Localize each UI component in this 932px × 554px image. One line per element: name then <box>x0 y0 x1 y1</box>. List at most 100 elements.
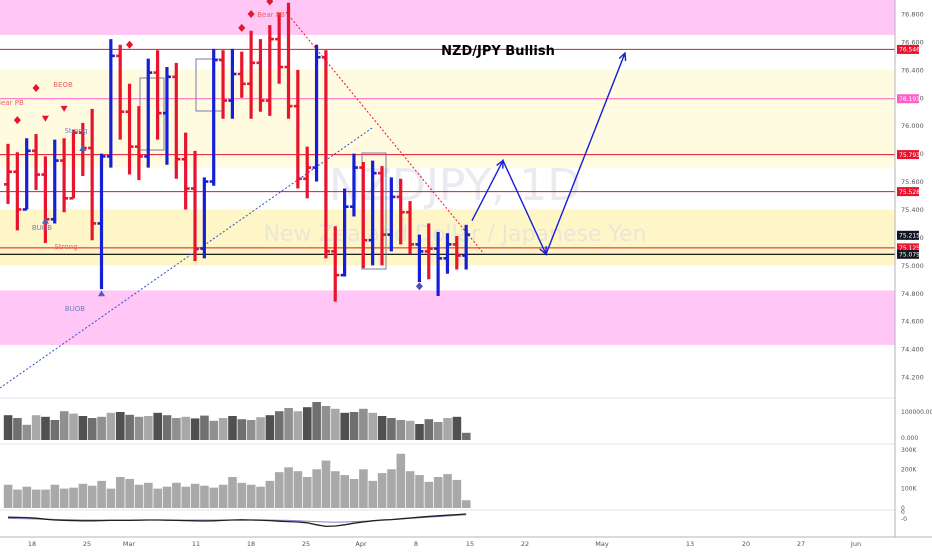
price-tag[interactable] <box>897 249 919 259</box>
osc-bar[interactable] <box>424 481 434 508</box>
osc-bar[interactable] <box>274 472 284 508</box>
volume-bar[interactable] <box>172 418 181 440</box>
volume-bar[interactable] <box>228 416 237 440</box>
volume-bar[interactable] <box>246 420 256 440</box>
volume-bar[interactable] <box>396 420 406 440</box>
volume-bar[interactable] <box>69 413 78 440</box>
volume-bar[interactable] <box>284 408 293 440</box>
osc-bar[interactable] <box>59 488 69 508</box>
osc-bar[interactable] <box>87 485 97 508</box>
price-tag[interactable] <box>897 230 919 240</box>
volume-bar[interactable] <box>97 416 106 440</box>
osc-bar[interactable] <box>461 500 471 508</box>
osc-bar[interactable] <box>134 484 144 508</box>
price-zone[interactable] <box>0 290 895 345</box>
indicator-line[interactable] <box>7 513 467 528</box>
osc-bar[interactable] <box>331 471 340 508</box>
osc-bar[interactable] <box>106 488 116 508</box>
volume-bar[interactable] <box>22 424 32 440</box>
osc-bar[interactable] <box>116 477 125 508</box>
volume-bar[interactable] <box>387 418 396 440</box>
osc-bar[interactable] <box>340 475 349 508</box>
osc-bar[interactable] <box>50 484 60 508</box>
projection-path-line[interactable] <box>471 52 626 256</box>
osc-bar[interactable] <box>125 478 134 508</box>
osc-bar[interactable] <box>181 486 191 508</box>
bearish-arrow-icon[interactable] <box>60 105 68 112</box>
volume-bar[interactable] <box>256 417 265 440</box>
osc-bar[interactable] <box>190 483 200 508</box>
volume-bar[interactable] <box>200 415 209 440</box>
volume-bar[interactable] <box>41 416 50 440</box>
volume-bar[interactable] <box>50 420 60 440</box>
signal-diamond-icon[interactable] <box>238 23 246 32</box>
volume-bar[interactable] <box>359 408 368 440</box>
osc-bar[interactable] <box>200 485 209 508</box>
volume-bar[interactable] <box>452 416 462 440</box>
osc-bar[interactable] <box>144 482 153 508</box>
osc-bar[interactable] <box>237 482 247 508</box>
osc-bar[interactable] <box>396 453 406 508</box>
price-tag[interactable] <box>897 94 919 104</box>
volume-bar[interactable] <box>303 407 312 440</box>
osc-bar[interactable] <box>22 486 32 508</box>
volume-bar[interactable] <box>144 416 153 440</box>
osc-bar[interactable] <box>256 486 265 508</box>
price-tag[interactable] <box>897 44 919 54</box>
volume-bar[interactable] <box>237 419 247 440</box>
volume-bar[interactable] <box>433 422 443 440</box>
osc-bar[interactable] <box>78 483 88 508</box>
volume-bar[interactable] <box>415 424 424 440</box>
volume-bar[interactable] <box>59 411 69 440</box>
volume-bar[interactable] <box>13 418 22 440</box>
volume-bar[interactable] <box>153 412 162 440</box>
price-tag[interactable] <box>897 243 919 253</box>
volume-bar[interactable] <box>340 412 349 440</box>
volume-bar[interactable] <box>349 412 359 440</box>
price-axis[interactable]: 76.80076.60076.40076.20076.00075.80075.6… <box>894 0 924 537</box>
osc-bar[interactable] <box>153 488 162 508</box>
osc-bar[interactable] <box>415 475 424 508</box>
volume-bar[interactable] <box>312 402 321 440</box>
volume-bar[interactable] <box>162 415 172 440</box>
osc-bar[interactable] <box>228 477 237 508</box>
volume-bar[interactable] <box>190 418 200 440</box>
volume-bar[interactable] <box>78 416 88 440</box>
volume-bar[interactable] <box>265 415 275 440</box>
osc-bar[interactable] <box>321 460 331 508</box>
price-zone[interactable] <box>0 0 895 35</box>
price-zone[interactable] <box>0 69 895 112</box>
volume-bar[interactable] <box>31 415 41 440</box>
volume-bar[interactable] <box>274 411 284 440</box>
osc-bar[interactable] <box>13 489 22 508</box>
volume-bar[interactable] <box>331 408 340 440</box>
volume-bar[interactable] <box>87 418 97 440</box>
osc-bar[interactable] <box>359 469 368 508</box>
signal-diamond-icon[interactable] <box>247 9 255 18</box>
signal-diamond-icon[interactable] <box>126 40 134 49</box>
volume-bar[interactable] <box>293 411 303 440</box>
osc-bar[interactable] <box>293 471 303 508</box>
osc-bar[interactable] <box>368 480 378 508</box>
volume-bar[interactable] <box>405 420 415 440</box>
volume-bar[interactable] <box>3 415 13 440</box>
osc-bar[interactable] <box>97 480 106 508</box>
volume-bar[interactable] <box>209 420 219 440</box>
osc-bar[interactable] <box>265 480 275 508</box>
osc-bar[interactable] <box>349 478 359 508</box>
volume-bar[interactable] <box>368 412 378 440</box>
price-tag[interactable] <box>897 150 919 160</box>
bullish-arrow-icon[interactable] <box>79 145 87 152</box>
osc-bar[interactable] <box>162 486 172 508</box>
bullish-arrow-icon[interactable] <box>98 290 105 297</box>
volume-bar[interactable] <box>443 418 452 440</box>
osc-bar[interactable] <box>303 477 312 508</box>
osc-bar[interactable] <box>433 477 443 508</box>
osc-bar[interactable] <box>209 487 219 508</box>
time-axis[interactable]: 18 25 Mar 11 18 25 Apr 8 15 22 May 13 20 27 Jun <box>0 536 932 548</box>
osc-bar[interactable] <box>3 484 13 508</box>
osc-bar[interactable] <box>443 474 452 508</box>
osc-bar[interactable] <box>218 484 228 508</box>
volume-bar[interactable] <box>218 418 228 440</box>
bearish-arrow-icon[interactable] <box>41 115 49 122</box>
